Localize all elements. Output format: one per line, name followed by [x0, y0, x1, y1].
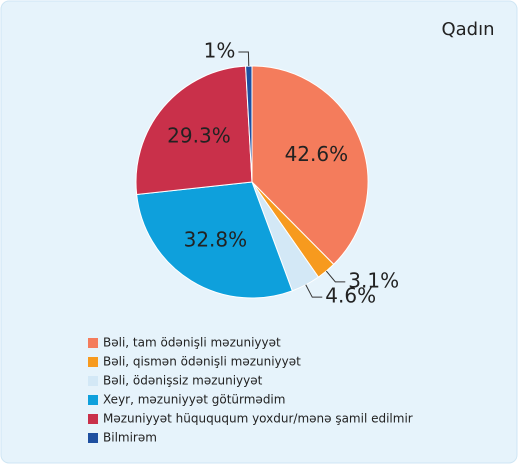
legend-label: Xeyr, məzuniyyət götürmədim [103, 393, 285, 407]
legend-label: Bəli, ödənişsiz məzuniyyət [103, 374, 263, 388]
leader-line [238, 51, 250, 67]
leader-line [305, 284, 323, 298]
data-label: 3.1% [348, 268, 399, 292]
legend-swatch [88, 395, 98, 405]
legend-swatch [88, 357, 98, 367]
data-label: 4.6% [325, 284, 376, 308]
pie-slice [135, 65, 253, 196]
pie-slice [136, 181, 293, 299]
data-label: 42.6% [285, 142, 349, 166]
legend-swatch [88, 376, 98, 386]
legend-label: Bəli, tam ödənişli məzuniyyət [103, 336, 281, 350]
chart-title: Qadın [441, 19, 494, 40]
legend-label: Bəli, qismən ödənişli məzuniyyət [103, 355, 301, 369]
legend-swatch [88, 433, 98, 443]
data-label: 1% [204, 39, 236, 63]
legend-swatch [88, 338, 98, 348]
legend-label: Bilmirəm [103, 431, 157, 445]
data-label: 32.8% [184, 228, 248, 252]
legend-swatch [88, 414, 98, 424]
leader-line [325, 270, 346, 283]
pie-slice [251, 65, 369, 266]
data-label: 29.3% [167, 123, 231, 147]
legend-label: Məzuniyyət hüquququm yoxdur/mənə şamil e… [103, 412, 413, 426]
